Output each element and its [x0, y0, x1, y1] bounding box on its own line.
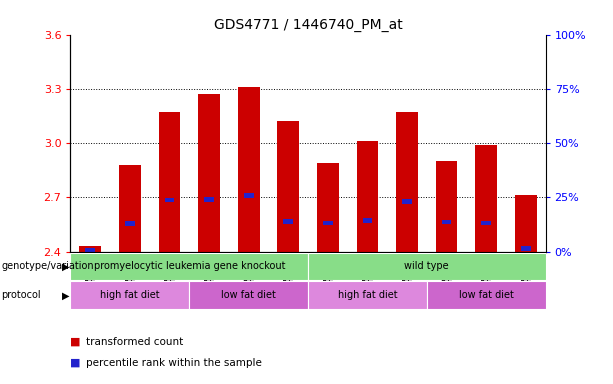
- Text: ■: ■: [70, 337, 85, 347]
- Bar: [521, 246, 531, 250]
- Bar: [70, 253, 308, 280]
- Text: low fat diet: low fat diet: [459, 290, 514, 300]
- Bar: [515, 195, 536, 252]
- Text: ▶: ▶: [63, 262, 70, 271]
- Bar: [442, 220, 452, 225]
- Bar: [159, 112, 180, 252]
- Text: ▶: ▶: [63, 290, 70, 300]
- Bar: [396, 112, 418, 252]
- Text: wild type: wild type: [405, 262, 449, 271]
- Bar: [238, 87, 259, 252]
- Text: low fat diet: low fat diet: [221, 290, 276, 300]
- Bar: [357, 141, 378, 252]
- Bar: [323, 221, 333, 225]
- Bar: [427, 281, 546, 309]
- Bar: [164, 198, 174, 202]
- Bar: [436, 161, 457, 252]
- Bar: [119, 165, 141, 252]
- Bar: [317, 163, 339, 252]
- Text: high fat diet: high fat diet: [100, 290, 160, 300]
- Text: ■: ■: [70, 358, 85, 368]
- Text: high fat diet: high fat diet: [338, 290, 397, 300]
- Bar: [283, 219, 293, 224]
- Bar: [80, 246, 101, 252]
- Bar: [198, 94, 220, 252]
- Bar: [308, 253, 546, 280]
- Text: genotype/variation: genotype/variation: [1, 262, 94, 271]
- Text: protocol: protocol: [1, 290, 41, 300]
- Bar: [189, 281, 308, 309]
- Bar: [70, 281, 189, 309]
- Bar: [308, 281, 427, 309]
- Bar: [481, 221, 491, 225]
- Bar: [244, 193, 254, 198]
- Bar: [277, 121, 299, 252]
- Bar: [125, 221, 135, 226]
- Bar: [85, 248, 95, 253]
- Bar: [362, 218, 372, 223]
- Title: GDS4771 / 1446740_PM_at: GDS4771 / 1446740_PM_at: [214, 18, 402, 32]
- Text: percentile rank within the sample: percentile rank within the sample: [86, 358, 262, 368]
- Bar: [402, 199, 412, 204]
- Bar: [475, 145, 497, 252]
- Text: promyelocytic leukemia gene knockout: promyelocytic leukemia gene knockout: [94, 262, 285, 271]
- Text: transformed count: transformed count: [86, 337, 183, 347]
- Bar: [204, 197, 214, 202]
